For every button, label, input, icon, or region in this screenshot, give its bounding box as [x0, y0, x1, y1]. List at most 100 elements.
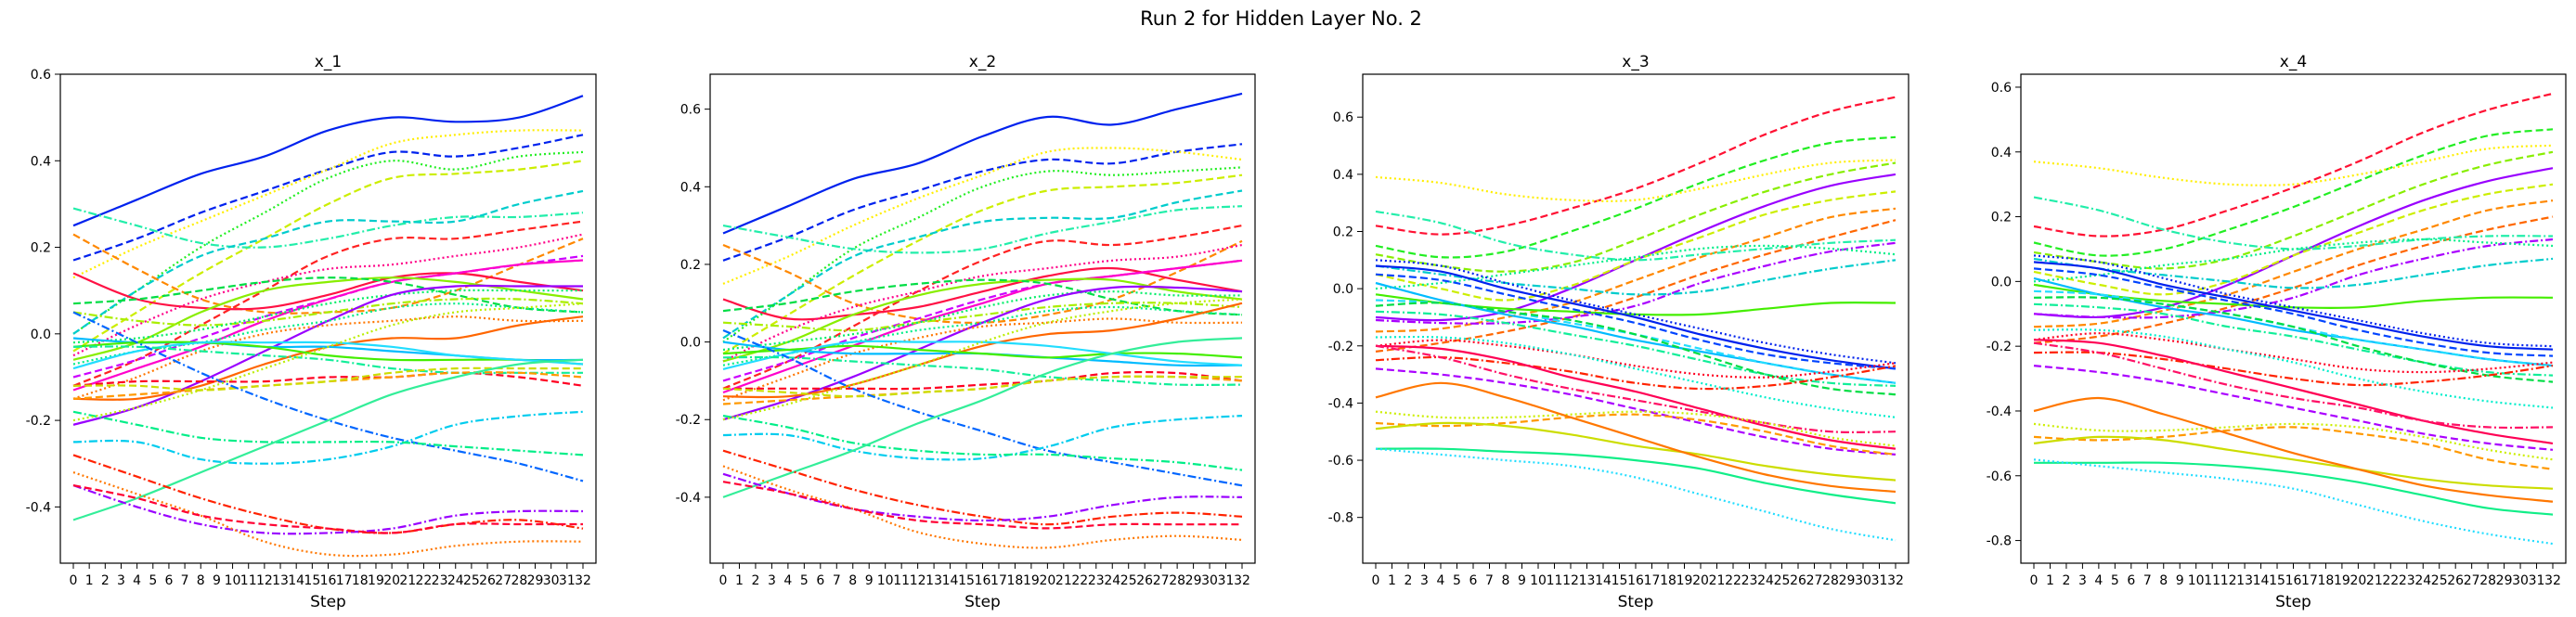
- x-tick-label: 27: [1806, 573, 1823, 588]
- x-tick-label: 29: [1839, 573, 1856, 588]
- series-line-24: [1375, 367, 1896, 456]
- series-line-31: [1375, 447, 1896, 505]
- x-tick-label: 25: [463, 573, 480, 588]
- series-line-1: [2033, 92, 2554, 238]
- series-line-10: [2033, 238, 2554, 319]
- x-tick-label: 19: [2334, 573, 2350, 588]
- x-tick-label: 22: [1071, 573, 1088, 588]
- x-tick-label: 13: [926, 573, 942, 588]
- series-line-24: [723, 370, 1243, 391]
- x-tick-label: 18: [2318, 573, 2335, 588]
- x-tick-label: 8: [2159, 573, 2168, 588]
- series-line-13: [72, 259, 584, 392]
- series-line-19: [1375, 310, 1896, 387]
- x-tick-label: 7: [833, 573, 841, 588]
- x-tick-label: 5: [800, 573, 809, 588]
- series-line-11: [72, 233, 584, 357]
- series-line-15: [1375, 259, 1896, 365]
- series-line-9: [2033, 196, 2554, 251]
- series-line-18: [2033, 289, 2554, 367]
- x-tick-label: 16: [2285, 573, 2302, 588]
- y-tick-label: -0.4: [1328, 396, 1353, 411]
- series-line-32: [722, 337, 1243, 498]
- series-line-7: [72, 189, 584, 335]
- x-tick-label: 30: [1855, 573, 1871, 588]
- y-tick-label: 0.2: [680, 258, 701, 273]
- x-tick-label: 5: [149, 573, 157, 588]
- y-tick-label: 0.4: [1333, 168, 1353, 183]
- series-line-37: [72, 302, 584, 422]
- x-tick-label: 25: [2431, 573, 2448, 588]
- x-tick-label: 18: [1007, 573, 1024, 588]
- series-line-32: [72, 358, 584, 521]
- x-tick-label: 28: [1169, 573, 1185, 588]
- series-line-13: [722, 259, 1243, 394]
- x-tick-label: 4: [783, 573, 792, 588]
- series-line-28: [722, 375, 1242, 398]
- series-line-36: [722, 481, 1242, 530]
- x-tick-label: 27: [2464, 573, 2480, 588]
- series-line-11: [2033, 238, 2554, 283]
- series-line-32: [1375, 447, 1896, 542]
- x-tick-label: 17: [2301, 573, 2318, 588]
- y-tick-label: 0.2: [1333, 225, 1353, 240]
- y-tick-label: 0.0: [31, 328, 51, 342]
- series-line-7: [1375, 207, 1896, 333]
- series-group: [722, 92, 1243, 549]
- subplot-x1: 0 1 2 3 4 5 6 7 8 9 10 11 12 13 14 15 16 17 18 19 20 21 22 23 24…: [26, 53, 597, 611]
- series-line-2: [72, 134, 584, 262]
- x-tick-label: 29: [1185, 573, 1202, 588]
- series-line-4: [722, 166, 1243, 343]
- series-line-5: [722, 174, 1243, 355]
- series-line-7: [2033, 199, 2554, 328]
- x-tick-label: 26: [1790, 573, 1806, 588]
- series-line-11: [722, 243, 1243, 363]
- series-line-35: [722, 465, 1243, 549]
- x-tick-label: 19: [1023, 573, 1040, 588]
- x-tick-label: 1: [2046, 573, 2054, 588]
- x-tick-label: 25: [1774, 573, 1791, 588]
- x-tick-label: 11: [1547, 573, 1563, 588]
- x-tick-label: 8: [197, 573, 205, 588]
- y-tick-label: 0.2: [1991, 211, 2012, 225]
- x-tick-label: 7: [2143, 573, 2152, 588]
- x-tick-label: 31: [1218, 573, 1235, 588]
- x-tick-label: 25: [1120, 573, 1137, 588]
- series-line-2: [722, 143, 1243, 262]
- x-tick-label: 22: [1725, 573, 1741, 588]
- series-line-3: [1375, 159, 1896, 202]
- x-tick-label: 5: [2111, 573, 2119, 588]
- x-tick-label: 16: [975, 573, 991, 588]
- y-tick-label: -0.2: [1328, 340, 1353, 354]
- x-tick-label: 4: [2094, 573, 2103, 588]
- x-tick-label: 17: [1644, 573, 1661, 588]
- x-tick-label: 6: [816, 573, 824, 588]
- x-tick-label: 12: [2220, 573, 2237, 588]
- series-line-1: [1375, 96, 1896, 236]
- x-tick-label: 15: [1612, 573, 1628, 588]
- series-line-27: [2033, 422, 2554, 461]
- series-line-1: [722, 92, 1243, 235]
- series-line-34: [72, 484, 584, 535]
- y-tick-label: -0.4: [1987, 405, 2012, 419]
- series-line-2: [1375, 135, 1896, 259]
- series-line-20: [1375, 302, 1896, 396]
- y-tick-label: 0.4: [1991, 146, 2012, 161]
- x-tick-label: 5: [1453, 573, 1461, 588]
- x-tick-label: 23: [2399, 573, 2415, 588]
- subplot-title: x_4: [2280, 53, 2307, 71]
- series-line-16: [2033, 267, 2554, 357]
- series-line-28: [1375, 413, 1896, 456]
- x-tick-label: 17: [336, 573, 353, 588]
- x-axis-label: Step: [1618, 593, 1654, 611]
- x-tick-label: 20: [1039, 573, 1055, 588]
- x-tick-label: 14: [2253, 573, 2270, 588]
- series-line-14: [72, 276, 584, 361]
- x-tick-label: 26: [2447, 573, 2464, 588]
- x-tick-label: 1: [735, 573, 744, 588]
- y-tick-label: 0.6: [1991, 81, 2012, 96]
- x-tick-label: 18: [352, 573, 369, 588]
- x-tick-label: 24: [447, 573, 464, 588]
- x-tick-label: 13: [272, 573, 289, 588]
- subplot-x2: 0 1 2 3 4 5 6 7 8 9 10 11 12 13 14 15 16 17 18 19 20 21 22 23 24…: [676, 53, 1256, 611]
